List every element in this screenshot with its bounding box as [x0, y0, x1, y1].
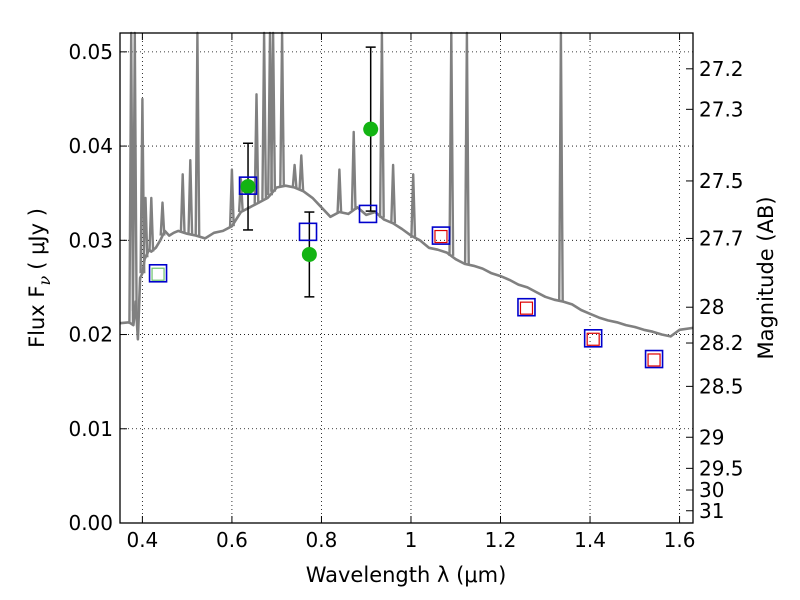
svg-text:Flux Fν( μJy ): Flux Fν ( μJy ) — [25, 208, 54, 348]
emission-line-spike — [390, 163, 397, 224]
emission-line-spike — [148, 196, 155, 252]
blue-square-marker — [644, 349, 664, 369]
mag-tick-label: 28.5 — [699, 374, 744, 398]
mag-tick-label: 27.3 — [699, 97, 744, 121]
emission-line-spike — [350, 130, 357, 211]
blue-square-marker — [358, 204, 378, 224]
y-axis-title-unit: ( μJy ) — [25, 208, 49, 270]
y-axis-title-subscript: ν — [35, 276, 54, 286]
x-tick-label: 1.6 — [664, 528, 696, 552]
red-square-marker — [647, 353, 661, 367]
green-data-point — [240, 179, 256, 195]
red-square-marker — [434, 229, 448, 244]
y-tick-label: 0.01 — [68, 417, 113, 441]
blue-square-marker — [431, 226, 451, 245]
x-tick-label: 0.4 — [126, 528, 158, 552]
blue-square-marker — [298, 222, 318, 242]
mag-tick-label: 28 — [699, 295, 724, 319]
y-tick-label: 0.03 — [68, 228, 113, 252]
emission-line-spike — [228, 168, 235, 227]
mag-tick-label: 27.2 — [699, 57, 744, 81]
emission-line-spike — [179, 173, 186, 233]
emission-line-spike — [291, 163, 298, 188]
photometry-markers — [148, 46, 664, 369]
emission-line-spike — [410, 173, 417, 237]
grid-lines — [120, 33, 693, 524]
blue-square-marker — [517, 297, 536, 317]
emission-line-spike — [298, 154, 305, 191]
green-data-point — [363, 121, 379, 137]
axis-ticks — [120, 33, 693, 524]
blue-square-marker — [238, 176, 258, 195]
x-tick-label: 1.4 — [574, 528, 606, 552]
emission-line-spike — [253, 93, 260, 204]
emission-line-spike — [237, 177, 244, 213]
plot-frame — [119, 32, 694, 524]
mag-tick-label: 31 — [699, 499, 724, 523]
red-square-marker — [586, 332, 600, 346]
spectrum-continuum — [119, 184, 694, 341]
y2-axis-title: Magnitude (AB) — [754, 196, 778, 359]
axis-tick-labels: 0.4 0.6 0.8 1 1.2 1.4 1.6 0.00 0.01 0.02 0.03 0.04 0… — [68, 40, 743, 552]
x-tick-label: 1 — [405, 528, 418, 552]
mag-tick-label: 29.5 — [699, 456, 744, 480]
mag-tick-label: 30 — [699, 478, 724, 502]
emission-line-spike — [139, 97, 146, 274]
mag-tick-label: 27.5 — [699, 169, 744, 193]
emission-line-spike — [336, 168, 343, 213]
y-tick-label: 0.05 — [68, 40, 113, 64]
mag-tick-label: 27.7 — [699, 226, 744, 250]
blue-square-marker — [583, 329, 603, 348]
emission-line-spike — [142, 196, 149, 258]
emission-line-spike — [187, 158, 194, 235]
green-square-marker — [151, 267, 165, 281]
emission-line-spike — [159, 201, 166, 236]
x-tick-label: 1.2 — [485, 528, 517, 552]
y-axis-title: Flux Fν ( μJy ) — [25, 208, 54, 348]
green-data-point — [301, 246, 317, 262]
blue-square-marker — [148, 263, 168, 283]
mag-tick-label: 29 — [699, 425, 724, 449]
y-tick-label: 0.02 — [68, 323, 113, 347]
y-tick-label: 0.00 — [68, 511, 113, 535]
mag-tick-label: 28.2 — [699, 331, 744, 355]
x-tick-label: 0.8 — [306, 528, 338, 552]
x-axis-title: Wavelength λ (μm) — [306, 563, 507, 587]
x-tick-label: 0.6 — [216, 528, 248, 552]
y-tick-label: 0.04 — [68, 134, 113, 158]
y-axis-title-main: Flux F — [25, 286, 49, 348]
red-square-marker — [519, 301, 534, 315]
